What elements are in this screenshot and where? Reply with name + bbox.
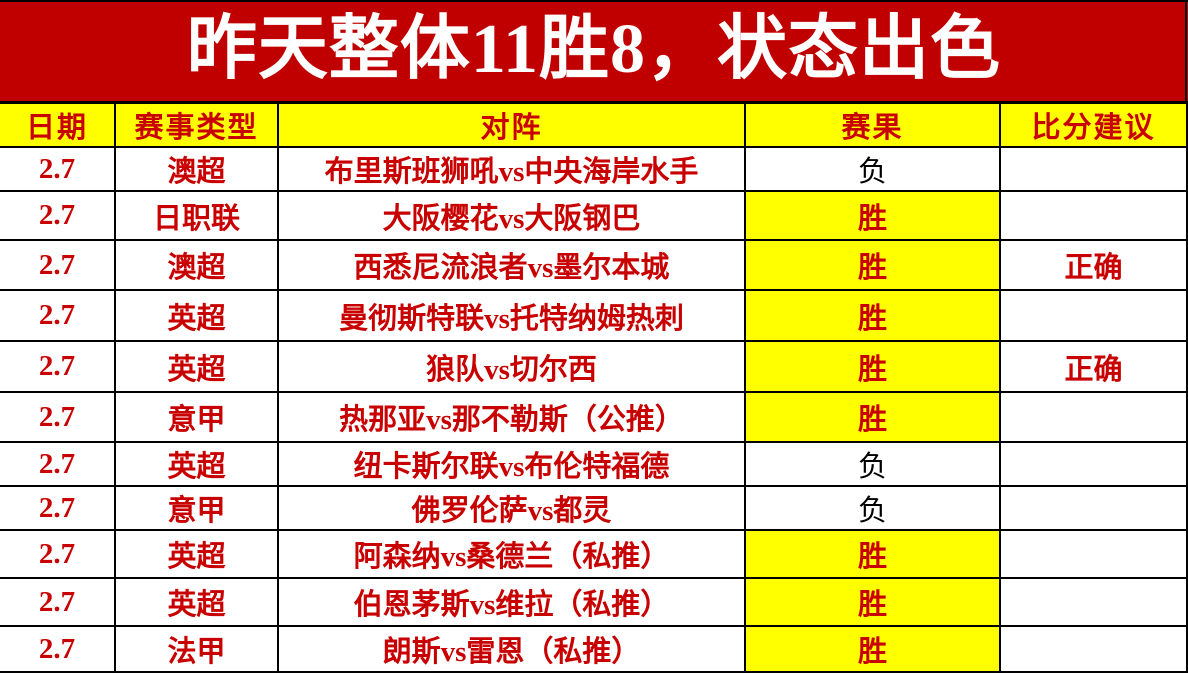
advice-cell: 正确 [1000, 239, 1188, 291]
table-row: 2.7 澳超 西悉尼流浪者vs墨尔本城 胜 正确 [0, 239, 1188, 291]
date-cell: 2.7 [0, 391, 116, 443]
result-cell: 胜 [745, 625, 1001, 673]
advice-cell [1000, 289, 1188, 342]
result-cell: 胜 [745, 391, 1001, 443]
advice-cell [1000, 391, 1188, 443]
date-cell: 2.7 [0, 441, 116, 487]
result-cell: 胜 [745, 340, 1001, 393]
matchup-cell: 伯恩茅斯vs维拉（私推） [278, 577, 746, 627]
col-header-advice: 比分建议 [1000, 101, 1188, 148]
results-table: 日期 赛事类型 对阵 赛果 比分建议 2.7 澳超 布里斯班狮吼vs中央海岸水手… [0, 101, 1188, 673]
date-cell: 2.7 [0, 485, 116, 531]
result-cell: 胜 [745, 529, 1001, 579]
table-row: 2.7 英超 狼队vs切尔西 胜 正确 [0, 340, 1188, 393]
table-row: 2.7 英超 阿森纳vs桑德兰（私推） 胜 [0, 529, 1188, 579]
league-cell: 法甲 [115, 625, 279, 673]
advice-cell [1000, 577, 1188, 627]
table-row: 2.7 日职联 大阪樱花vs大阪钢巴 胜 [0, 190, 1188, 241]
league-cell: 意甲 [115, 485, 279, 531]
result-cell: 负 [745, 485, 1001, 531]
matchup-cell: 纽卡斯尔联vs布伦特福德 [278, 441, 746, 487]
col-header-result: 赛果 [745, 101, 1001, 148]
matchup-cell: 布里斯班狮吼vs中央海岸水手 [278, 146, 746, 192]
league-cell: 澳超 [115, 239, 279, 291]
col-header-matchup: 对阵 [278, 101, 746, 148]
result-cell: 胜 [745, 289, 1001, 342]
date-cell: 2.7 [0, 190, 116, 241]
advice-cell [1000, 625, 1188, 673]
league-cell: 澳超 [115, 146, 279, 192]
matchup-cell: 狼队vs切尔西 [278, 340, 746, 393]
date-cell: 2.7 [0, 289, 116, 342]
league-cell: 英超 [115, 529, 279, 579]
matchup-cell: 西悉尼流浪者vs墨尔本城 [278, 239, 746, 291]
table-row: 2.7 英超 伯恩茅斯vs维拉（私推） 胜 [0, 577, 1188, 627]
table-row: 2.7 英超 纽卡斯尔联vs布伦特福德 负 [0, 441, 1188, 487]
matchup-cell: 阿森纳vs桑德兰（私推） [278, 529, 746, 579]
result-cell: 负 [745, 146, 1001, 192]
advice-cell [1000, 146, 1188, 192]
result-cell: 胜 [745, 239, 1001, 291]
league-cell: 英超 [115, 289, 279, 342]
league-cell: 意甲 [115, 391, 279, 443]
advice-cell: 正确 [1000, 340, 1188, 393]
table-row: 2.7 意甲 热那亚vs那不勒斯（公推） 胜 [0, 391, 1188, 443]
results-banner: 昨天整体11胜8，状态出色 [0, 0, 1188, 103]
advice-cell [1000, 485, 1188, 531]
result-cell: 胜 [745, 190, 1001, 241]
header-row: 日期 赛事类型 对阵 赛果 比分建议 [0, 101, 1188, 148]
table-row: 2.7 澳超 布里斯班狮吼vs中央海岸水手 负 [0, 146, 1188, 192]
date-cell: 2.7 [0, 146, 116, 192]
matchup-cell: 热那亚vs那不勒斯（公推） [278, 391, 746, 443]
league-cell: 英超 [115, 577, 279, 627]
col-header-date: 日期 [0, 101, 116, 148]
matchup-cell: 曼彻斯特联vs托特纳姆热刺 [278, 289, 746, 342]
league-cell: 英超 [115, 340, 279, 393]
date-cell: 2.7 [0, 239, 116, 291]
league-cell: 英超 [115, 441, 279, 487]
matchup-cell: 大阪樱花vs大阪钢巴 [278, 190, 746, 241]
date-cell: 2.7 [0, 529, 116, 579]
table-row: 2.7 英超 曼彻斯特联vs托特纳姆热刺 胜 [0, 289, 1188, 342]
result-cell: 胜 [745, 577, 1001, 627]
advice-cell [1000, 529, 1188, 579]
advice-cell [1000, 190, 1188, 241]
league-cell: 日职联 [115, 190, 279, 241]
date-cell: 2.7 [0, 340, 116, 393]
result-cell: 负 [745, 441, 1001, 487]
banner-right-border [1185, 2, 1187, 103]
table-row: 2.7 法甲 朗斯vs雷恩（私推） 胜 [0, 625, 1188, 673]
matchup-cell: 佛罗伦萨vs都灵 [278, 485, 746, 531]
matchup-cell: 朗斯vs雷恩（私推） [278, 625, 746, 673]
banner-title: 昨天整体11胜8，状态出色 [186, 11, 1002, 88]
table-row: 2.7 意甲 佛罗伦萨vs都灵 负 [0, 485, 1188, 531]
col-header-league: 赛事类型 [115, 101, 279, 148]
date-cell: 2.7 [0, 577, 116, 627]
advice-cell [1000, 441, 1188, 487]
date-cell: 2.7 [0, 625, 116, 673]
